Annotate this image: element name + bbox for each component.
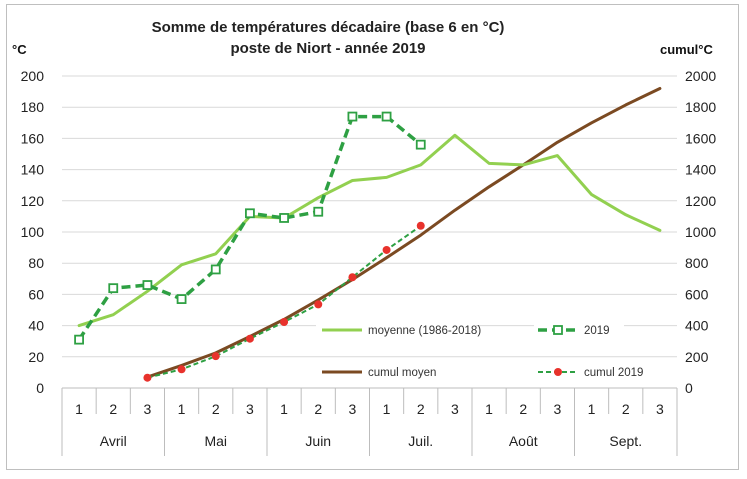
x-tick-decade: 3	[451, 401, 459, 417]
series-line	[77, 114, 422, 341]
x-tick-decade: 1	[280, 401, 288, 417]
y-tick-left: 140	[21, 162, 45, 178]
y-tick-right: 1400	[685, 162, 716, 178]
series-point	[280, 318, 289, 327]
legend-label: moyenne (1986-2018)	[368, 325, 481, 337]
series-line	[147, 224, 422, 379]
series-point	[245, 208, 255, 219]
x-tick-decade: 3	[144, 401, 152, 417]
legend-marker	[554, 368, 562, 376]
y-tick-right: 1600	[685, 130, 716, 146]
series-point	[176, 294, 187, 304]
x-tick-month: Mai	[204, 433, 227, 449]
y-tick-left: 100	[21, 224, 45, 240]
series-point	[348, 273, 357, 282]
x-tick-decade: 1	[75, 401, 83, 417]
series-point	[211, 352, 220, 361]
y-tick-left: 160	[21, 130, 45, 146]
x-tick-decade: 3	[554, 401, 562, 417]
legend-bg	[534, 318, 624, 340]
y-tick-right: 0	[685, 380, 693, 396]
right-axis-unit: cumul°C	[660, 42, 713, 57]
series-point	[382, 245, 391, 254]
series-line	[145, 87, 662, 379]
y-tick-left: 20	[28, 349, 44, 365]
y-tick-right: 400	[685, 318, 709, 334]
legend-bg	[316, 360, 436, 382]
gridlines	[61, 75, 678, 456]
y-tick-left: 40	[28, 318, 44, 334]
y-tick-left: 80	[28, 255, 44, 271]
y-tick-left: 200	[21, 68, 45, 84]
chart-title: Somme de températures décadaire (base 6 …	[152, 19, 505, 36]
series-point	[177, 365, 186, 374]
legend-label: cumul moyen	[368, 367, 436, 379]
x-tick-decade: 3	[656, 401, 664, 417]
series-point	[143, 373, 152, 382]
x-tick-decade: 2	[622, 401, 630, 417]
series-point	[416, 221, 425, 230]
series-point	[245, 334, 254, 343]
series-point	[142, 280, 153, 290]
series-point	[313, 206, 324, 217]
x-tick-decade: 3	[246, 401, 254, 417]
x-tick-month: Juin	[305, 433, 331, 449]
x-tick-decade: 1	[588, 401, 596, 417]
legend-label: 2019	[584, 325, 610, 337]
x-tick-decade: 2	[109, 401, 117, 417]
series-point	[210, 264, 221, 275]
series-point	[279, 213, 289, 223]
series-point	[347, 111, 358, 122]
y-tick-left: 180	[21, 99, 45, 115]
y-tick-right: 800	[685, 255, 709, 271]
series-line	[77, 133, 662, 328]
series-point	[314, 300, 323, 309]
y-tick-right: 1000	[685, 224, 716, 240]
series-point	[381, 111, 392, 122]
y-tick-right: 2000	[685, 68, 716, 84]
x-tick-month: Avril	[100, 433, 127, 449]
x-tick-decade: 2	[212, 401, 220, 417]
chart-subtitle: poste de Niort - année 2019	[230, 40, 425, 57]
chart-frame	[6, 4, 739, 470]
series-point	[74, 334, 84, 345]
series-layer	[74, 87, 662, 382]
x-tick-month: Juil.	[408, 433, 433, 449]
x-tick-decade: 1	[383, 401, 391, 417]
legend-label: cumul 2019	[584, 367, 643, 379]
y-tick-left: 120	[21, 193, 45, 209]
legend-bg	[534, 360, 658, 382]
legend-marker	[553, 325, 563, 335]
x-tick-decade: 2	[417, 401, 425, 417]
y-tick-right: 200	[685, 349, 709, 365]
axis-ticks: 0204060801001201401601802000200400600800…	[21, 68, 717, 449]
x-tick-decade: 2	[519, 401, 527, 417]
y-tick-right: 1200	[685, 193, 716, 209]
legend: moyenne (1986-2018) 2019 cumul moyen cumul …	[316, 318, 658, 382]
x-tick-decade: 1	[178, 401, 186, 417]
y-tick-left: 60	[28, 286, 44, 302]
x-tick-decade: 1	[485, 401, 493, 417]
x-tick-month: Août	[509, 433, 538, 449]
series-point	[108, 283, 119, 294]
y-tick-right: 1800	[685, 99, 716, 115]
series-point	[415, 139, 426, 150]
y-tick-left: 0	[36, 380, 44, 396]
x-tick-decade: 3	[349, 401, 357, 417]
x-tick-decade: 2	[314, 401, 322, 417]
left-axis-unit: °C	[12, 42, 27, 57]
legend-bg	[316, 318, 476, 340]
y-tick-right: 600	[685, 286, 709, 302]
x-tick-month: Sept.	[609, 433, 642, 449]
